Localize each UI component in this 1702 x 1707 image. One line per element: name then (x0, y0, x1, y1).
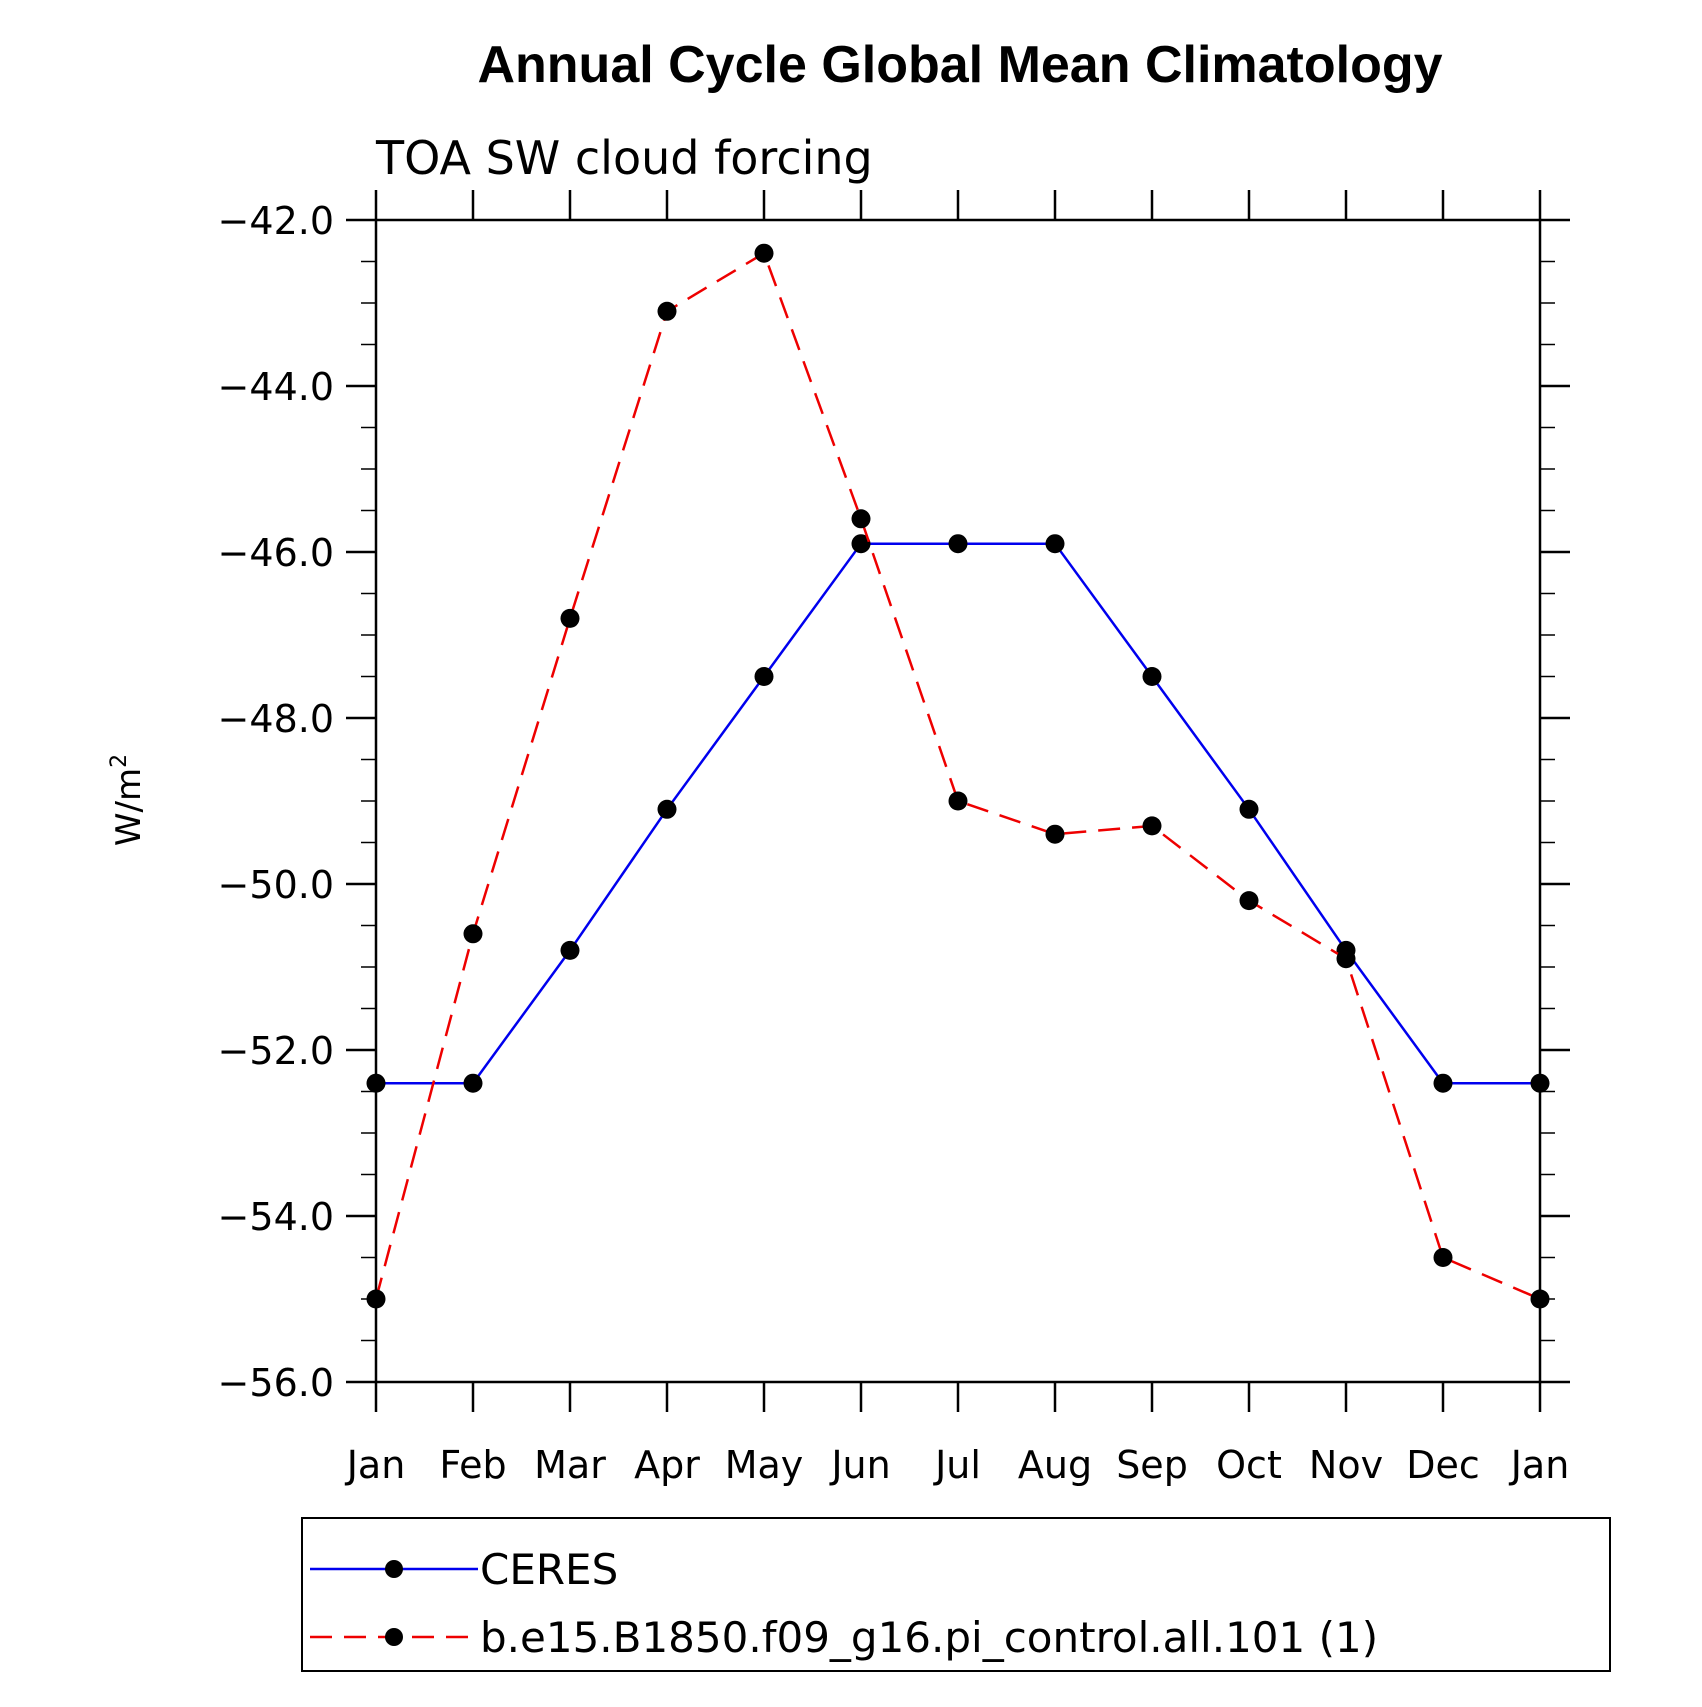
data-point-ceres (560, 940, 580, 960)
x-tick-label: Nov (1309, 1443, 1383, 1487)
data-point-ceres (948, 534, 968, 554)
y-axis-label: W/m2 (107, 754, 149, 846)
legend-box (301, 1517, 1611, 1672)
y-tick-label: −56.0 (218, 1361, 334, 1405)
x-tick-label: Aug (1018, 1443, 1092, 1487)
data-point-model (657, 301, 677, 321)
x-tick-label: Jan (345, 1443, 406, 1487)
data-point-ceres (366, 1073, 386, 1093)
data-point-ceres (1433, 1073, 1453, 1093)
data-point-model (948, 791, 968, 811)
chart-title: Annual Cycle Global Mean Climatology (477, 36, 1442, 94)
y-tick-label: −46.0 (218, 531, 334, 575)
data-point-model (1239, 891, 1259, 911)
x-tick-label: Mar (534, 1443, 606, 1487)
x-tick-label: Sep (1116, 1443, 1188, 1487)
x-tick-label: Dec (1406, 1443, 1480, 1487)
plot-layer: −42.0 −44.0 −46.0 −48.0 −50.0 −52.0 −54.0 −56.0… (218, 190, 1570, 1487)
data-point-ceres (1530, 1073, 1550, 1093)
data-point-model (1530, 1289, 1550, 1309)
data-point-ceres (1239, 799, 1259, 819)
data-point-ceres (657, 799, 677, 819)
data-point-model (1142, 816, 1162, 836)
data-point-model (560, 608, 580, 628)
y-tick-label: −42.0 (218, 199, 334, 243)
series-line-ceres (376, 542, 1540, 1085)
data-point-model (851, 509, 871, 529)
y-axis-label-superscript: 2 (107, 754, 132, 768)
x-tick-label: Jul (933, 1443, 981, 1487)
x-tick-label: Feb (439, 1443, 506, 1487)
x-tick-label: Apr (634, 1443, 700, 1487)
legend-marker-ceres (385, 1560, 403, 1578)
y-tick-label: −44.0 (218, 365, 334, 409)
x-tick-label: Oct (1216, 1443, 1282, 1487)
legend-label-model: b.e15.B1850.f09_g16.pi_control.all.101 (… (480, 1613, 1378, 1662)
x-tick-label: Jun (829, 1443, 890, 1487)
data-point-model (754, 243, 774, 263)
chart-subtitle: TOA SW cloud forcing (375, 131, 873, 185)
legend: CERES b.e15.B1850.f09_g16.pi_control.all.… (301, 1517, 1611, 1672)
data-point-model (463, 924, 483, 944)
y-axis-label-base: W/m (109, 768, 149, 846)
x-tick-label: May (725, 1443, 804, 1487)
data-point-ceres (1142, 667, 1162, 686)
data-point-model (1336, 949, 1356, 969)
data-point-ceres (1045, 534, 1065, 554)
data-point-model (366, 1289, 386, 1309)
y-tick-label: −54.0 (218, 1195, 334, 1239)
legend-marker-model (385, 1628, 403, 1646)
y-tick-label: −48.0 (218, 697, 334, 741)
x-tick-label: Jan (1509, 1443, 1570, 1487)
series-line-model (374, 251, 1541, 1301)
y-tick-label: −52.0 (218, 1029, 334, 1073)
legend-label-ceres: CERES (480, 1545, 618, 1594)
data-point-model (1433, 1248, 1453, 1267)
data-point-model (1045, 824, 1065, 844)
y-tick-label: −50.0 (218, 863, 334, 907)
data-point-ceres (851, 534, 871, 554)
data-point-ceres (754, 667, 774, 686)
data-point-ceres (463, 1073, 483, 1093)
